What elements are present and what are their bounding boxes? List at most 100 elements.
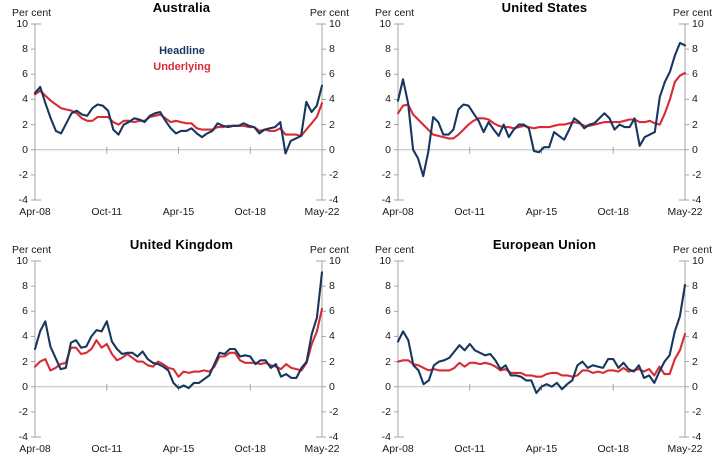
y-axis-unit-right: Per cent [309, 7, 349, 19]
y-tick-label-left: -4 [381, 431, 391, 443]
y-tick-label-right: 8 [329, 280, 335, 293]
series-line-underlying [396, 71, 687, 140]
y-tick-label-right: -4 [329, 194, 339, 206]
y-tick-label-left: -2 [381, 168, 391, 181]
legend-item-headline: Headline [159, 45, 205, 57]
plot-area [31, 260, 326, 438]
chart-legend: Headline Underlying [131, 43, 233, 75]
y-tick-label-right: 10 [329, 18, 341, 30]
chart-title-european-union: European Union [492, 237, 597, 252]
x-tick-label: May-22 [667, 206, 703, 218]
y-tick-label-right: -2 [692, 168, 702, 181]
y-tick-label-left: -4 [18, 431, 28, 443]
x-tick-label: Oct-11 [454, 206, 486, 218]
x-tick-label: Oct-18 [234, 206, 266, 218]
series-line-headline [33, 271, 324, 390]
y-axis-unit-right: Per cent [309, 244, 349, 256]
y-tick-label-right: -4 [692, 194, 702, 206]
y-tick-label-right: 6 [692, 68, 698, 81]
y-tick-label-right: 10 [329, 255, 341, 267]
y-tick-label-right: 2 [692, 355, 698, 368]
y-tick-label-right: 0 [692, 143, 698, 156]
chart-panel-united-kingdom: United Kingdom Per cent Per cent 10 10 8 8 6… [0, 237, 363, 474]
y-tick-label-left: 10 [16, 18, 28, 30]
plot-area [394, 260, 689, 438]
y-tick-label-left: -2 [18, 168, 28, 181]
series-line-headline [396, 41, 687, 178]
y-tick-label-right: -4 [329, 431, 339, 443]
x-tick-label: May-22 [304, 443, 340, 455]
y-tick-label-right: 4 [692, 93, 698, 106]
x-tick-label: Oct-18 [234, 443, 266, 455]
y-tick-label-left: 6 [22, 68, 28, 81]
y-tick-label-right: 8 [329, 43, 335, 56]
y-axis-unit-left: Per cent [12, 7, 52, 19]
y-tick-label-left: -2 [381, 405, 391, 418]
y-tick-label-left: 6 [385, 305, 391, 318]
y-tick-label-right: 2 [329, 355, 335, 368]
x-tick-label: Apr-08 [19, 206, 51, 218]
y-tick-label-left: 8 [22, 43, 28, 56]
y-tick-label-left: 4 [22, 330, 28, 343]
y-tick-label-right: 8 [692, 280, 698, 293]
x-tick-label: Oct-11 [91, 206, 123, 218]
y-tick-label-left: -2 [18, 405, 28, 418]
y-tick-label-right: 0 [329, 143, 335, 156]
x-tick-label: May-22 [667, 443, 703, 455]
y-tick-label-right: 4 [329, 93, 335, 106]
y-tick-label-left: 6 [22, 305, 28, 318]
y-tick-label-left: 0 [385, 380, 391, 393]
y-tick-label-left: 2 [385, 355, 391, 368]
y-axis-unit-left: Per cent [375, 244, 415, 256]
y-tick-label-right: 0 [329, 380, 335, 393]
x-tick-label: Apr-08 [19, 443, 51, 455]
y-axis-unit-left: Per cent [375, 7, 415, 19]
y-axis-unit-right: Per cent [672, 244, 712, 256]
x-tick-label: Apr-15 [525, 206, 558, 218]
y-tick-label-right: 6 [692, 305, 698, 318]
y-tick-label-left: -4 [18, 194, 28, 206]
y-tick-label-left: 10 [379, 18, 391, 30]
y-tick-label-right: 4 [329, 330, 335, 343]
y-tick-label-left: 8 [22, 280, 28, 293]
series-line-underlying [33, 89, 324, 137]
plot-area [31, 23, 326, 201]
chart-panel-european-union: European Union Per cent Per cent 10 10 8 8 6… [363, 237, 726, 474]
chart-title-australia: Australia [152, 0, 211, 15]
y-tick-label-right: 0 [692, 380, 698, 393]
x-tick-label: Oct-18 [597, 206, 629, 218]
y-tick-label-left: 0 [385, 143, 391, 156]
y-tick-label-left: 6 [385, 68, 391, 81]
chart-title-united-kingdom: United Kingdom [129, 237, 234, 252]
y-tick-label-right: -2 [329, 168, 339, 181]
y-tick-label-right: 8 [692, 43, 698, 56]
y-tick-label-left: 4 [22, 93, 28, 106]
y-tick-label-right: -2 [692, 405, 702, 418]
y-tick-label-left: 8 [385, 280, 391, 293]
y-tick-label-left: 4 [385, 330, 391, 343]
y-tick-label-left: 0 [22, 380, 28, 393]
legend-item-underlying: Underlying [153, 61, 211, 73]
series-line-underlying [396, 332, 687, 378]
y-tick-label-right: 4 [692, 330, 698, 343]
chart-panel-united-states: United States Per cent Per cent 10 10 8 8 6 6… [363, 0, 726, 237]
x-tick-label: Apr-15 [162, 206, 195, 218]
y-tick-label-right: -2 [329, 405, 339, 418]
x-tick-label: Apr-08 [382, 443, 414, 455]
y-tick-label-right: -4 [692, 431, 702, 443]
y-tick-label-left: 2 [22, 118, 28, 131]
y-axis-unit-right: Per cent [672, 7, 712, 19]
y-tick-label-left: 0 [22, 143, 28, 156]
series-line-headline [396, 283, 687, 395]
x-tick-label: Apr-08 [382, 206, 414, 218]
y-tick-label-right: 6 [329, 68, 335, 81]
x-tick-label: Oct-18 [597, 443, 629, 455]
y-tick-label-right: 6 [329, 305, 335, 318]
x-tick-label: Apr-15 [162, 443, 195, 455]
y-tick-label-left: 8 [385, 43, 391, 56]
y-tick-label-right: 10 [692, 255, 704, 267]
y-tick-label-right: 2 [692, 118, 698, 131]
x-tick-label: May-22 [304, 206, 340, 218]
x-tick-label: Oct-11 [91, 443, 123, 455]
y-tick-label-right: 2 [329, 118, 335, 131]
